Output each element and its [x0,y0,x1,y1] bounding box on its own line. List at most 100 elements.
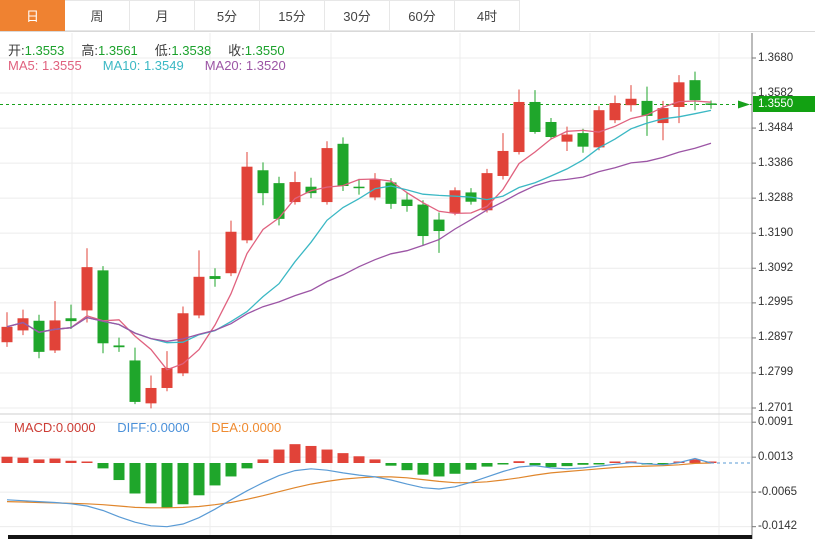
macd-bar-26 [401,463,413,471]
candle-body-5 [65,318,77,322]
tab-15min[interactable]: 15分 [260,0,325,31]
macd-tick-label: -0.0142 [758,520,798,533]
candle-body-10 [145,387,157,404]
macd-tick-label: -0.0065 [758,485,798,498]
candle-body-35 [545,121,557,138]
candle-body-17 [257,170,269,194]
macd-bar-14 [209,463,221,486]
close-value: 1.3550 [244,43,285,58]
macd-bar-37 [577,463,589,465]
time-axis-collapsed-bar[interactable] [8,535,752,539]
macd-bar-24 [369,459,381,463]
macd-bar-34 [529,463,541,466]
price-tick-label: 1.3288 [758,191,794,204]
candle-body-6 [81,267,93,311]
candle-body-41 [641,100,653,116]
candle-body-3 [33,320,45,352]
candle-body-2 [17,318,29,331]
candle-body-13 [193,276,205,316]
candle-body-39 [609,103,621,121]
price-tick-label: 1.3190 [758,226,794,239]
tab-30min[interactable]: 30分 [325,0,390,31]
macd-bar-21 [321,449,333,463]
candle-body-23 [353,186,365,189]
macd-bar-39 [609,461,621,463]
macd-bar-2 [17,457,29,463]
close-label: 收: [228,43,245,58]
candle-body-42 [657,108,669,124]
candle-body-1 [1,326,13,343]
ma10-line [6,109,712,344]
macd-bar-3 [33,459,45,463]
candle-body-20 [305,186,317,194]
ma10-label: MA10: [102,58,141,73]
macd-readout: MACD:0.0000 DIFF:0.0000 DEA:0.0000 [14,420,281,435]
macd-bar-12 [177,463,189,505]
macd-bar-20 [305,445,317,463]
price-tick-label: 1.2799 [758,366,794,379]
macd-bar-44 [689,459,701,463]
price-tick-label: 1.2897 [758,331,794,344]
open-label: 开: [8,43,25,58]
price-tick-label: 1.3680 [758,51,794,64]
candle-body-40 [625,98,637,106]
candle-body-9 [129,360,141,402]
dea-value: 0.0000 [241,420,282,435]
price-tick-label: 1.3092 [758,261,794,274]
macd-bar-45 [705,461,717,463]
ma20-line [6,142,712,342]
macd-bar-10 [145,463,157,504]
tab-day[interactable]: 日 [0,0,65,31]
candle-body-33 [513,101,525,153]
diff-line [6,457,712,528]
tab-month[interactable]: 月 [130,0,195,31]
low-value: 1.3538 [171,43,212,58]
ma5-label: MA5: [8,58,39,73]
macd-bar-33 [513,461,525,463]
macd-value: 0.0000 [55,420,96,435]
macd-label: MACD: [14,420,56,435]
ma20-value: 1.3520 [245,58,286,73]
tab-5min[interactable]: 5分 [195,0,260,31]
macd-bar-5 [65,460,77,463]
macd-bar-16 [241,463,253,469]
candle-body-12 [177,313,189,374]
candle-body-25 [385,182,397,204]
macd-tick-label: 0.0091 [758,415,794,428]
candle-body-43 [673,82,685,107]
candle-body-18 [273,183,285,219]
low-label: 低: [154,43,172,58]
tab-week[interactable]: 周 [65,0,130,31]
macd-bar-22 [337,453,349,463]
dea-line [6,462,712,509]
macd-bar-6 [81,461,93,463]
ohlc-readout: 开:1.3553 高:1.3561 低:1.3538 收:1.3550 [8,40,302,59]
ma20-label: MA20: [204,58,243,73]
macd-bar-32 [497,463,509,465]
ma5-value: 1.3555 [41,58,82,73]
tab-4hour[interactable]: 4时 [455,0,520,31]
macd-bar-36 [561,463,573,467]
open-value: 1.3553 [24,43,65,58]
price-tick-label: 1.2701 [758,401,794,414]
macd-bar-18 [273,449,285,463]
tab-60min[interactable]: 60分 [390,0,455,31]
candle-body-27 [417,204,429,237]
high-label: 高: [81,43,99,58]
macd-bar-1 [1,456,13,463]
candle-body-28 [433,219,445,232]
macd-bar-27 [417,463,429,475]
macd-bar-8 [113,463,125,481]
candle-body-37 [577,133,589,147]
dea-label: DEA: [211,420,242,435]
timeframe-tabbar: 日 周 月 5分 15分 30分 60分 4时 [0,0,815,32]
candle-body-36 [561,134,573,142]
macd-bar-17 [257,459,269,463]
candle-body-32 [497,150,509,176]
ma10-value: 1.3549 [143,58,184,73]
macd-tick-label: 0.0013 [758,450,794,463]
price-tick-label: 1.3386 [758,156,794,169]
candle-body-34 [529,101,541,133]
